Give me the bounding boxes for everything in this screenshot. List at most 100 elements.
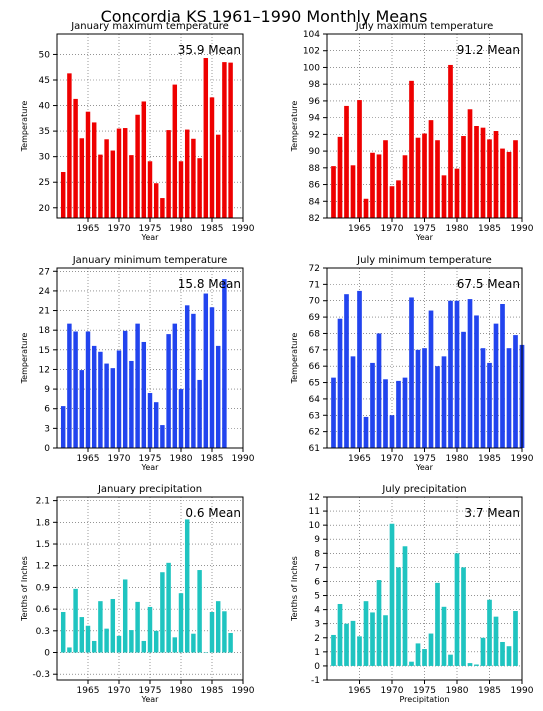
bar [129, 360, 134, 448]
bar [91, 640, 97, 653]
bar [448, 300, 453, 448]
bar [191, 633, 196, 653]
bar [357, 636, 362, 666]
bar [357, 290, 362, 448]
y-tick-label: -1 [311, 676, 320, 686]
bar [337, 136, 343, 218]
y-tick-label: 15 [39, 346, 50, 356]
bar [191, 313, 196, 448]
bar [370, 152, 375, 218]
bar [197, 158, 202, 218]
x-tick-label: 1965 [77, 454, 100, 464]
y-tick-label: 88 [309, 164, 321, 174]
bar [160, 425, 165, 448]
bar [506, 151, 512, 218]
bar [184, 305, 190, 448]
panel-title: July maximum temperature [355, 21, 494, 32]
y-tick-label: 62 [309, 428, 320, 438]
chart-panel: July minimum temperature 61 62 63 64 65 66 67 68… [290, 255, 534, 472]
x-tick-label: 1965 [348, 224, 371, 234]
bar [415, 349, 421, 448]
x-tick-label: 1980 [170, 686, 193, 696]
bar [203, 293, 209, 448]
y-tick-label: 67 [309, 346, 320, 356]
bar [409, 80, 414, 218]
bar [215, 601, 221, 653]
bar [91, 122, 97, 218]
bar [129, 155, 134, 218]
x-tick-label: 1965 [348, 686, 371, 696]
x-tick-label: 1970 [108, 224, 131, 234]
y-tick-label: 50 [39, 50, 51, 60]
chart-panel: January precipitation -0.3 0 0.3 0.6 0.9 1.2 1.… [20, 484, 255, 704]
y-tick-label: 86 [309, 181, 321, 191]
y-tick-label: 35 [39, 127, 50, 137]
x-tick-label: 1990 [232, 454, 255, 464]
bar [209, 612, 215, 653]
bar [73, 98, 78, 218]
y-tick-label: 3 [314, 620, 320, 630]
y-tick-label: 0 [44, 649, 50, 659]
bar [428, 633, 434, 666]
x-tick-label: 1970 [381, 686, 404, 696]
bar [513, 140, 518, 218]
bar [153, 630, 159, 653]
bar [454, 300, 460, 448]
mean-label: 91.2 Mean [457, 43, 520, 57]
y-tick-label: 21 [39, 307, 50, 317]
bar [73, 588, 78, 653]
bar [383, 379, 388, 448]
panel-title: January maximum temperature [70, 21, 229, 32]
x-tick-label: 1965 [77, 686, 100, 696]
y-tick-label: 66 [309, 362, 321, 372]
bar [197, 379, 202, 448]
bar [228, 632, 233, 653]
bar [454, 553, 460, 666]
bar [147, 606, 153, 653]
mean-label: 67.5 Mean [457, 277, 520, 291]
bar [467, 299, 473, 448]
bar [350, 165, 356, 218]
bar [500, 641, 505, 666]
bar [67, 323, 72, 448]
y-tick-label: 7 [314, 563, 320, 573]
bar [209, 97, 215, 218]
bar [350, 620, 356, 666]
chart-panel: July precipitation-101234567891011121965… [290, 484, 534, 704]
bar [422, 649, 427, 666]
y-tick-label: 64 [309, 395, 321, 405]
x-axis-label: Year [141, 233, 160, 242]
bar [487, 139, 492, 218]
bar [350, 356, 356, 448]
y-axis-label: Tenths of Inches [290, 556, 299, 622]
bar [376, 333, 382, 448]
bar [153, 183, 159, 218]
bar [222, 279, 227, 448]
bar [376, 154, 382, 218]
bar [135, 323, 140, 448]
x-axis-label: Precipitation [399, 695, 449, 704]
chart-panel: January maximum temperature 20 25 30 35 40 45 5… [20, 21, 255, 242]
bar [122, 128, 128, 218]
bar [435, 366, 440, 448]
bar [67, 73, 72, 218]
chart-panel: July maximum temperature 82 84 86 88 90 92 94 96… [290, 21, 534, 242]
y-tick-label: 24 [39, 287, 51, 297]
y-tick-label: 40 [39, 102, 51, 112]
bar [493, 323, 499, 448]
bar [506, 348, 512, 448]
bar [98, 351, 103, 448]
bar [441, 356, 447, 448]
bar [474, 664, 479, 666]
bar [448, 654, 453, 666]
y-tick-label: 0 [44, 444, 50, 454]
y-tick-label: 94 [309, 114, 321, 124]
x-tick-label: 1980 [446, 224, 469, 234]
bar [197, 570, 202, 653]
bar [415, 643, 421, 666]
bar [60, 406, 66, 448]
bar [474, 126, 479, 218]
bar [222, 62, 227, 218]
bar [191, 138, 196, 218]
mean-label: 3.7 Mean [464, 506, 520, 520]
